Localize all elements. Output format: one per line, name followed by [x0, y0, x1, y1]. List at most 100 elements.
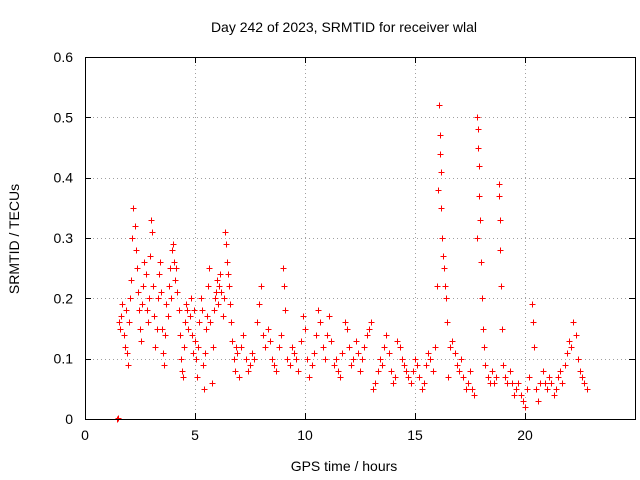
data-point: [132, 223, 139, 230]
data-point: [375, 368, 382, 375]
data-point: [156, 271, 163, 278]
data-point: [273, 368, 280, 375]
data-point: [184, 307, 191, 314]
data-point: [160, 350, 167, 357]
data-point: [311, 350, 318, 357]
data-point: [251, 356, 258, 363]
data-point: [436, 102, 443, 109]
data-point: [449, 338, 456, 345]
data-point: [390, 380, 397, 387]
data-point: [300, 313, 307, 320]
data-points: [114, 102, 591, 423]
data-point: [269, 356, 276, 363]
data-point: [475, 126, 482, 133]
data-point: [225, 271, 232, 278]
data-point: [320, 344, 327, 351]
data-point: [260, 332, 267, 339]
data-point: [575, 356, 582, 363]
y-tick-label: 0.6: [54, 49, 74, 65]
grid-lines: [85, 57, 635, 419]
data-point: [157, 259, 164, 266]
data-point: [447, 344, 454, 351]
data-point: [531, 344, 538, 351]
data-point: [152, 344, 159, 351]
data-point: [171, 259, 178, 266]
data-point: [141, 259, 148, 266]
data-point: [524, 386, 531, 393]
y-tick-label: 0.3: [54, 230, 74, 246]
data-point: [271, 362, 278, 369]
data-point: [499, 326, 506, 333]
data-point: [289, 344, 296, 351]
data-point: [203, 326, 210, 333]
data-point: [276, 344, 283, 351]
data-point: [282, 307, 289, 314]
data-point: [133, 247, 140, 254]
data-point: [444, 319, 451, 326]
data-point: [566, 338, 573, 345]
data-point: [121, 332, 128, 339]
data-point: [129, 235, 136, 242]
data-point: [452, 350, 459, 357]
data-point: [479, 295, 486, 302]
data-point: [185, 326, 192, 333]
data-point: [201, 386, 208, 393]
data-point: [249, 350, 256, 357]
data-point: [245, 368, 252, 375]
data-point: [247, 362, 254, 369]
data-point: [189, 332, 196, 339]
data-point: [172, 277, 179, 284]
data-point: [256, 301, 263, 308]
data-point: [414, 362, 421, 369]
data-point: [183, 301, 190, 308]
data-point: [232, 368, 239, 375]
data-point: [496, 193, 503, 200]
data-point: [191, 307, 198, 314]
data-point: [359, 356, 366, 363]
data-point: [383, 332, 390, 339]
data-point: [167, 265, 174, 272]
data-point: [344, 326, 351, 333]
data-point: [381, 344, 388, 351]
data-point: [496, 181, 503, 188]
data-point: [214, 277, 221, 284]
data-point: [287, 362, 294, 369]
data-point: [194, 374, 201, 381]
data-point: [204, 313, 211, 320]
data-point: [116, 319, 123, 326]
data-point: [474, 235, 481, 242]
data-point: [511, 392, 518, 399]
data-point: [570, 319, 577, 326]
data-point: [530, 319, 537, 326]
data-point: [439, 235, 446, 242]
data-point: [520, 398, 527, 405]
data-point: [533, 386, 540, 393]
data-point: [281, 283, 288, 290]
data-point: [564, 350, 571, 357]
data-point: [372, 380, 379, 387]
data-point: [223, 241, 230, 248]
data-point: [498, 283, 505, 290]
data-point: [355, 350, 362, 357]
data-point: [476, 163, 483, 170]
data-point: [548, 380, 555, 387]
data-point: [437, 151, 444, 158]
data-point: [162, 332, 169, 339]
data-point: [513, 386, 520, 393]
data-point: [199, 307, 206, 314]
y-axis: 0 0.1 0.2 0.3 0.4 0.5 0.6: [54, 49, 635, 427]
data-point: [144, 307, 151, 314]
data-point: [166, 283, 173, 290]
data-point: [478, 259, 485, 266]
data-point: [118, 313, 125, 320]
data-point: [159, 326, 166, 333]
data-point: [174, 289, 181, 296]
data-point: [315, 307, 322, 314]
data-point: [293, 356, 300, 363]
data-point: [326, 313, 333, 320]
data-point: [163, 301, 170, 308]
data-point: [226, 283, 233, 290]
data-point: [124, 350, 131, 357]
data-point: [222, 229, 229, 236]
